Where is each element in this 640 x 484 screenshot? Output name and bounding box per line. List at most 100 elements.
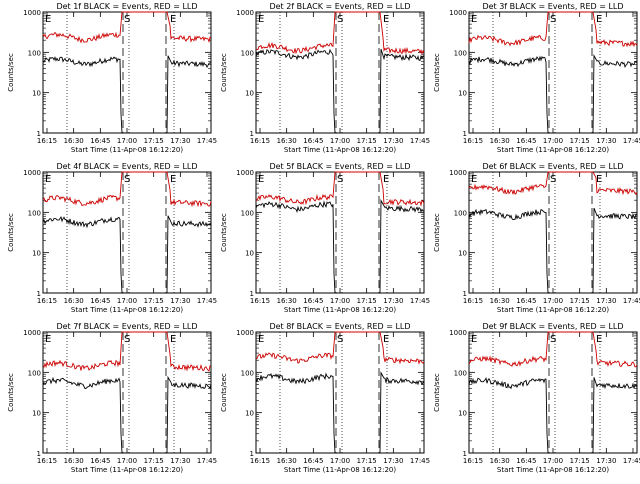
marker-e: E — [596, 174, 602, 185]
chart-title: Det 8f BLACK = Events, RED = LLD — [269, 322, 410, 331]
x-tick-label: 16:15 — [250, 457, 270, 465]
y-tick-label: 10 — [245, 250, 254, 258]
x-tick-label: 16:45 — [303, 137, 323, 145]
y-tick-label: 10 — [458, 410, 467, 418]
chart-title: Det 4f BLACK = Events, RED = LLD — [56, 162, 197, 171]
x-tick-label: 17:45 — [623, 137, 640, 145]
marker-s: S — [124, 14, 130, 25]
x-tick-label: 17:15 — [570, 137, 590, 145]
x-tick-label: 16:15 — [37, 457, 57, 465]
x-tick-label: 16:45 — [516, 457, 536, 465]
x-tick-label: 17:30 — [383, 297, 403, 305]
x-tick-label: 16:30 — [490, 457, 510, 465]
series-line-events — [42, 215, 212, 294]
x-tick-label: 16:45 — [90, 137, 110, 145]
y-tick-label: 1000 — [449, 9, 467, 17]
x-tick-label: 17:45 — [410, 137, 430, 145]
y-tick-label: 100 — [28, 369, 41, 377]
series-line-lld — [468, 11, 638, 48]
y-tick-label: 100 — [454, 369, 467, 377]
chart-panel-9: Det 9f BLACK = Events, RED = LLD Counts/s… — [433, 322, 640, 474]
y-tick-label: 1000 — [236, 169, 254, 177]
x-tick-label: 17:00 — [330, 137, 350, 145]
x-axis-label: Start Time (11-Apr-08 16:12:20) — [497, 146, 609, 154]
marker-e: E — [471, 174, 477, 185]
y-tick-label: 10 — [458, 90, 467, 98]
x-tick-label: 17:00 — [117, 137, 137, 145]
x-tick-label: 17:15 — [144, 457, 164, 465]
x-tick-label: 16:30 — [64, 457, 84, 465]
x-tick-label: 17:00 — [330, 457, 350, 465]
x-axis-label: Start Time (11-Apr-08 16:12:20) — [284, 146, 396, 154]
x-tick-label: 16:15 — [463, 457, 483, 465]
y-tick-label: 1 — [250, 450, 254, 458]
x-tick-label: 17:15 — [357, 297, 377, 305]
x-tick-label: 16:15 — [250, 137, 270, 145]
x-tick-label: 16:15 — [463, 297, 483, 305]
x-axis-label: Start Time (11-Apr-08 16:12:20) — [284, 306, 396, 314]
x-tick-label: 16:15 — [37, 137, 57, 145]
y-tick-label: 1000 — [236, 329, 254, 337]
marker-e: E — [596, 14, 602, 25]
y-tick-label: 100 — [241, 369, 254, 377]
plot-frame — [468, 331, 638, 454]
x-tick-label: 17:30 — [596, 137, 616, 145]
y-axis-label: Counts/sec — [7, 53, 15, 92]
series-line-events — [42, 375, 212, 454]
chart-title: Det 3f BLACK = Events, RED = LLD — [482, 2, 623, 11]
marker-e: E — [471, 14, 477, 25]
marker-e: E — [258, 334, 264, 345]
series-line-lld — [255, 11, 425, 56]
series-line-events — [255, 198, 425, 294]
chart-title: Det 6f BLACK = Events, RED = LLD — [482, 162, 623, 171]
y-axis-label: Counts/sec — [220, 213, 228, 252]
marker-e: E — [596, 334, 602, 345]
y-tick-label: 1 — [250, 290, 254, 298]
marker-e: E — [45, 14, 51, 25]
series-line-events — [255, 371, 425, 454]
x-tick-label: 17:15 — [570, 297, 590, 305]
y-tick-label: 10 — [458, 250, 467, 258]
plot-frame — [255, 171, 425, 294]
chart-title: Det 9f BLACK = Events, RED = LLD — [482, 322, 623, 331]
marker-e: E — [383, 334, 389, 345]
x-tick-label: 16:45 — [303, 297, 323, 305]
y-axis-label: Counts/sec — [433, 213, 441, 252]
marker-s: S — [550, 14, 556, 25]
plot-frame — [42, 331, 212, 454]
marker-s: S — [550, 174, 556, 185]
series-line-events — [42, 55, 212, 134]
x-tick-label: 17:00 — [543, 297, 563, 305]
x-tick-label: 16:45 — [90, 297, 110, 305]
marker-e: E — [471, 334, 477, 345]
y-tick-label: 10 — [32, 90, 41, 98]
y-tick-label: 1 — [37, 450, 41, 458]
x-tick-label: 17:45 — [197, 297, 217, 305]
y-tick-label: 1000 — [236, 9, 254, 17]
marker-e: E — [170, 334, 176, 345]
marker-e: E — [258, 174, 264, 185]
x-axis-label: Start Time (11-Apr-08 16:12:20) — [71, 306, 183, 314]
series-line-events — [468, 377, 638, 454]
x-tick-label: 17:45 — [623, 457, 640, 465]
y-axis-label: Counts/sec — [7, 213, 15, 252]
marker-s: S — [337, 334, 343, 345]
marker-s: S — [337, 174, 343, 185]
y-tick-label: 1000 — [449, 329, 467, 337]
chart-panel-4: Det 4f BLACK = Events, RED = LLD Counts/s… — [7, 162, 217, 314]
chart-title: Det 5f BLACK = Events, RED = LLD — [269, 162, 410, 171]
marker-s: S — [124, 174, 130, 185]
chart-panel-8: Det 8f BLACK = Events, RED = LLD Counts/s… — [220, 322, 430, 474]
marker-e: E — [383, 14, 389, 25]
x-tick-label: 17:15 — [570, 457, 590, 465]
chart-panel-1: Det 1f BLACK = Events, RED = LLD Counts/s… — [7, 2, 217, 154]
marker-e: E — [258, 14, 264, 25]
x-tick-label: 16:45 — [90, 457, 110, 465]
x-axis-label: Start Time (11-Apr-08 16:12:20) — [497, 466, 609, 474]
plot-frame — [42, 171, 212, 294]
chart-panel-3: Det 3f BLACK = Events, RED = LLD Counts/s… — [433, 2, 640, 154]
x-tick-label: 16:30 — [277, 457, 297, 465]
series-line-events — [468, 207, 638, 294]
